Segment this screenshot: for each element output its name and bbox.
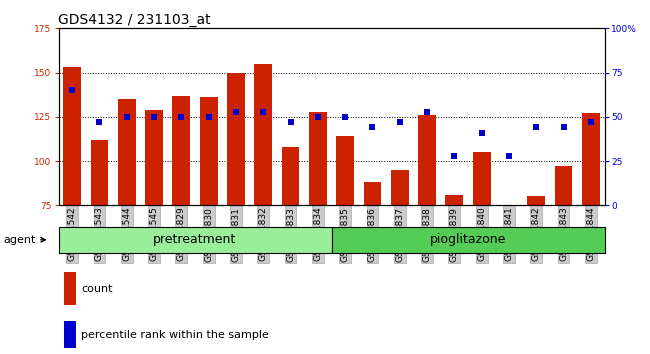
Bar (473, 152, 491, 205)
Bar (309, 112, 327, 205)
Point (558, 125, 569, 130)
Bar (63, 67, 81, 205)
Point (586, 119, 596, 125)
Bar (554, 166, 573, 205)
Point (531, 125, 541, 130)
Bar (391, 170, 409, 205)
Text: GDS4132 / 231103_at: GDS4132 / 231103_at (58, 13, 211, 27)
Point (149, 114, 159, 120)
Point (258, 109, 268, 114)
Bar (363, 182, 382, 205)
Point (449, 153, 460, 159)
Bar (336, 136, 354, 205)
Text: agent: agent (3, 235, 46, 245)
Point (231, 109, 241, 114)
Point (176, 114, 187, 120)
Bar (145, 110, 163, 205)
Text: count: count (81, 284, 113, 293)
Point (122, 114, 132, 120)
Bar (90, 140, 109, 205)
Point (67, 87, 77, 93)
Point (313, 114, 323, 120)
Text: pioglitazone: pioglitazone (430, 233, 506, 246)
Point (422, 109, 432, 114)
Bar (118, 99, 136, 205)
Point (395, 119, 405, 125)
Bar (281, 147, 300, 205)
Point (476, 130, 487, 136)
Bar (527, 196, 545, 205)
Bar (64, 321, 76, 348)
Bar (58, 227, 332, 253)
Point (94, 119, 105, 125)
Bar (172, 96, 190, 205)
Bar (227, 73, 245, 205)
Bar (445, 195, 463, 205)
Text: pretreatment: pretreatment (153, 233, 237, 246)
Bar (418, 115, 436, 205)
Point (340, 114, 350, 120)
Bar (582, 113, 600, 205)
Bar (254, 64, 272, 205)
Point (504, 153, 514, 159)
Point (203, 114, 214, 120)
Point (367, 125, 378, 130)
Text: percentile rank within the sample: percentile rank within the sample (81, 330, 269, 339)
Bar (200, 97, 218, 205)
Point (285, 119, 296, 125)
Bar (500, 205, 518, 207)
Bar (332, 227, 604, 253)
Bar (64, 272, 76, 305)
